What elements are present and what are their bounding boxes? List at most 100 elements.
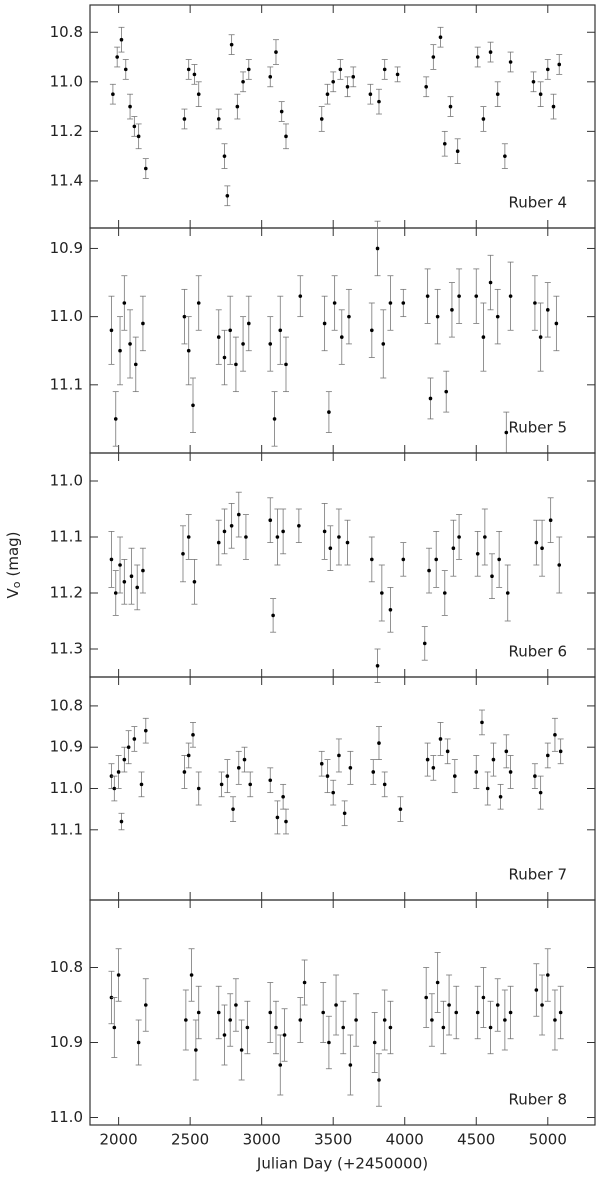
data-point (135, 585, 140, 590)
data-point (345, 84, 350, 89)
data-point (139, 782, 144, 787)
data-point (481, 335, 486, 339)
data-point (128, 342, 132, 346)
x-tick-label: 3500 (314, 1131, 352, 1149)
data-point (284, 362, 288, 367)
x-tick-label: 2000 (100, 1131, 138, 1149)
data-point (141, 321, 145, 326)
data-point (401, 557, 406, 562)
data-point (281, 794, 285, 799)
panel: 10.9 11.0 11.1 Ruber 5 (50, 220, 596, 454)
data-point (457, 535, 461, 539)
data-point (143, 166, 148, 171)
data-point (445, 749, 450, 754)
x-tick-label: 4000 (386, 1131, 424, 1149)
data-point (239, 1048, 244, 1052)
data-point (136, 1040, 141, 1045)
data-point (116, 973, 121, 977)
data-point (540, 546, 544, 550)
data-point (241, 342, 245, 346)
data-point (508, 1010, 513, 1015)
data-point (275, 815, 280, 820)
data-point (241, 80, 245, 84)
data-point (113, 417, 118, 421)
data-point (133, 362, 138, 367)
data-point (425, 294, 430, 298)
data-point (442, 141, 447, 146)
data-point (425, 757, 430, 762)
y-tick-label: 10.9 (50, 239, 83, 257)
data-point (495, 1003, 500, 1007)
data-point (508, 294, 513, 298)
y-tick-label: 10.9 (50, 1033, 83, 1051)
data-point (132, 124, 137, 129)
y-tick-label: 11.0 (50, 779, 83, 797)
data-point (225, 193, 230, 198)
data-point (382, 782, 387, 787)
data-point (368, 92, 373, 96)
data-point (234, 362, 238, 367)
data-point (236, 512, 241, 517)
data-point (531, 80, 536, 84)
data-point (228, 1018, 232, 1022)
y-axis-label: Vo (mag) (4, 531, 24, 598)
data-point (338, 67, 343, 72)
data-point (475, 55, 480, 59)
data-point (370, 328, 374, 333)
data-point (325, 774, 330, 778)
data-point (457, 294, 461, 298)
data-point (229, 42, 234, 47)
data-point (430, 1018, 434, 1022)
y-tick-label: 10.9 (50, 738, 83, 756)
x-tick-label: 5000 (529, 1131, 567, 1149)
y-tick-label: 11.1 (50, 820, 83, 838)
data-point (533, 774, 537, 778)
data-point (327, 1040, 331, 1045)
data-point (181, 552, 185, 556)
data-point (372, 1040, 377, 1045)
data-point (474, 770, 479, 774)
data-point (331, 80, 336, 84)
data-point (503, 154, 507, 158)
data-point (503, 1018, 507, 1022)
y-tick-label: 11.2 (50, 584, 83, 602)
panel-annotation: Ruber 7 (509, 866, 567, 884)
data-point (370, 557, 374, 562)
data-point (216, 1010, 221, 1015)
data-point (229, 524, 234, 528)
data-point (196, 786, 201, 791)
data-point (228, 328, 232, 333)
data-point (428, 396, 433, 401)
data-point (505, 591, 510, 595)
data-point (282, 1033, 287, 1037)
panel-frame (89, 899, 596, 1126)
data-point (128, 104, 132, 109)
y-axis-label-sub: o (10, 581, 23, 588)
x-tick-label: 3000 (243, 1131, 281, 1149)
data-point (244, 535, 248, 539)
data-point (438, 35, 443, 40)
data-point (548, 518, 553, 522)
data-point (278, 1063, 283, 1067)
x-tick-label: 4500 (457, 1131, 495, 1149)
data-point (274, 1025, 278, 1030)
data-point (382, 67, 387, 72)
data-point (347, 314, 351, 319)
data-point (545, 973, 550, 977)
data-point (483, 535, 487, 539)
data-point (222, 529, 227, 534)
data-point (111, 92, 115, 96)
data-point (119, 37, 124, 42)
data-point (184, 1018, 188, 1022)
data-point (491, 757, 496, 762)
data-point (319, 761, 324, 766)
y-tick-label: 10.8 (50, 23, 83, 41)
data-point (328, 546, 333, 550)
data-point (222, 355, 227, 360)
data-point (196, 301, 201, 305)
data-point (322, 529, 327, 534)
y-tick-label: 11.3 (50, 640, 83, 658)
data-point (337, 753, 341, 758)
data-point (129, 574, 134, 578)
